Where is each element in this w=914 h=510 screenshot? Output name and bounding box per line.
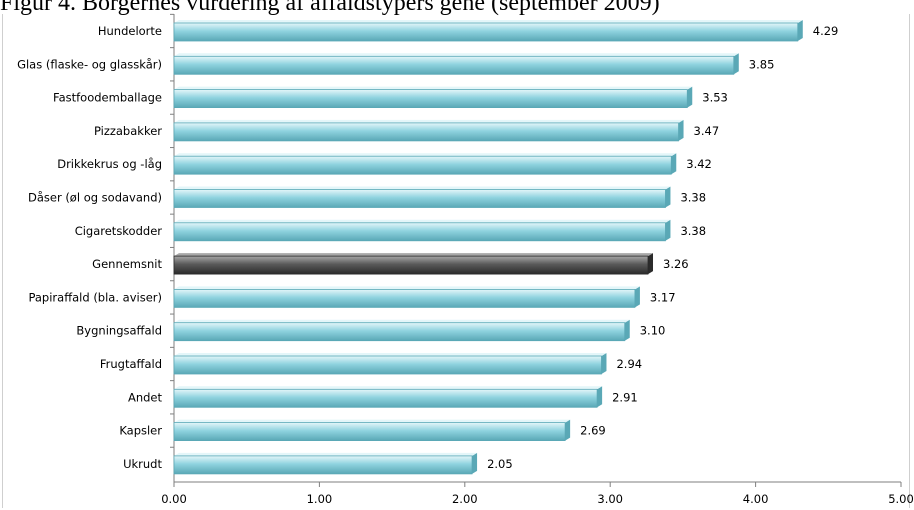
bar-top-face [174,386,603,390]
category-label: Frugtaffald [100,357,162,371]
bar [173,189,666,208]
bar [173,455,473,475]
bar-end-cap [665,186,671,208]
bar-top-face [174,353,607,356]
category-label: Ukrudt [123,457,162,471]
bar [173,422,566,442]
bar [173,222,666,242]
bar-top-face [174,286,640,290]
bar-end-cap [687,86,693,108]
value-label: 3.47 [694,124,720,138]
category-label: Andet [128,390,163,404]
bar-average [173,255,649,275]
value-label: 3.17 [650,290,676,304]
bar-end-cap [678,119,684,141]
category-label: Pizzabakker [94,124,162,138]
value-label: 2.91 [612,390,638,404]
bar [173,22,799,42]
bar-end-cap [565,419,571,441]
category-label: Drikkekrus og -låg [57,157,162,171]
bar-end-cap [648,253,654,275]
value-label: 3.53 [702,91,728,105]
bar-top-face [174,253,654,257]
bar-top-face [174,86,693,90]
category-label: Fastfoodemballage [53,91,162,105]
value-label: 2.69 [580,424,606,438]
chart-title: Figur 4. Borgernes vurdering af affaldst… [0,0,660,16]
bar-top-face [174,319,630,323]
category-label: Papiraffald (bla. aviser) [28,290,162,304]
bar-end-cap [601,353,607,374]
bar [173,89,688,108]
bar-top-face [174,219,671,223]
bar [173,388,598,408]
bar [173,122,679,142]
bar-end-cap [733,53,739,75]
bar-end-cap [797,20,803,41]
x-tick-label: 3.00 [597,492,623,506]
category-label: Hundelorte [98,24,162,38]
bar-end-cap [472,452,478,474]
x-tick-label: 0.00 [161,492,187,506]
bar [173,322,626,342]
bar-top-face [174,186,671,190]
bar-end-cap [634,286,640,308]
category-label: Dåser (øl og sodavand) [28,191,162,205]
bar-end-cap [665,219,671,241]
category-label: Bygningsaffald [76,324,162,338]
bar [173,288,636,308]
category-label: Glas (flaske- og glasskår) [17,57,162,71]
category-label: Kapsler [119,424,162,438]
bar-top-face [174,119,684,123]
category-label: Gennemsnit [92,257,162,271]
value-label: 4.29 [813,24,839,38]
bar-end-cap [624,319,630,341]
x-tick-label: 4.00 [743,492,769,506]
bar-end-cap [671,153,677,175]
bar-top-face [174,452,478,456]
bar [173,355,602,375]
value-label: 3.10 [640,324,666,338]
value-label: 3.26 [663,257,689,271]
bar-end-cap [597,386,603,408]
bar-top-face [174,153,677,157]
bar [173,155,672,175]
value-label: 3.38 [680,191,706,205]
x-tick-label: 5.00 [888,492,914,506]
value-label: 2.94 [616,357,642,371]
category-label: Cigaretskodder [75,224,163,238]
bar-top-face [174,53,739,57]
value-label: 3.85 [749,57,775,71]
x-tick-label: 2.00 [452,492,478,506]
chart-frame [2,14,910,508]
bar-top-face [174,20,803,23]
bar-top-face [174,419,571,423]
value-label: 2.05 [487,457,513,471]
x-tick-label: 1.00 [307,492,333,506]
bar [173,55,735,75]
value-label: 3.42 [686,157,712,171]
value-label: 3.38 [680,224,706,238]
